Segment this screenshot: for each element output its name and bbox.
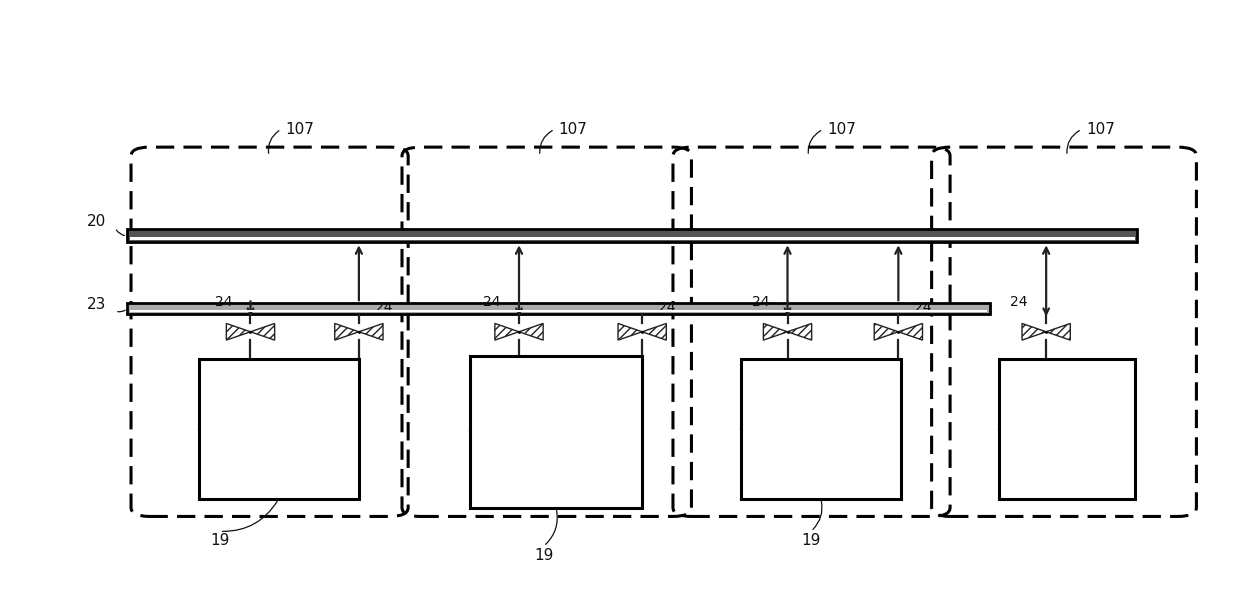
Text: 24: 24 xyxy=(374,301,392,315)
Polygon shape xyxy=(764,324,787,340)
Text: 24: 24 xyxy=(215,295,232,309)
Polygon shape xyxy=(250,324,274,340)
Text: 107: 107 xyxy=(559,122,588,137)
Polygon shape xyxy=(495,324,520,340)
Bar xyxy=(128,230,1137,242)
Polygon shape xyxy=(618,324,642,340)
Polygon shape xyxy=(642,324,666,340)
Polygon shape xyxy=(898,324,923,340)
Polygon shape xyxy=(1047,324,1070,340)
Polygon shape xyxy=(335,324,358,340)
Text: 107: 107 xyxy=(285,122,314,137)
Text: 24: 24 xyxy=(1011,295,1028,309)
Text: 107: 107 xyxy=(827,122,856,137)
Text: 23: 23 xyxy=(87,298,107,312)
Bar xyxy=(128,303,990,314)
Text: 24: 24 xyxy=(914,301,931,315)
Text: 24: 24 xyxy=(658,301,676,315)
Polygon shape xyxy=(358,324,383,340)
Bar xyxy=(470,356,642,507)
Bar xyxy=(130,310,987,312)
Polygon shape xyxy=(1022,324,1047,340)
Bar xyxy=(999,359,1135,498)
Bar xyxy=(198,359,358,498)
Text: 20: 20 xyxy=(87,214,107,229)
Text: 19: 19 xyxy=(210,533,229,548)
Text: 24: 24 xyxy=(484,295,501,309)
Polygon shape xyxy=(520,324,543,340)
Text: 19: 19 xyxy=(801,533,821,548)
Polygon shape xyxy=(227,324,250,340)
Bar xyxy=(130,237,1135,240)
Polygon shape xyxy=(874,324,898,340)
Text: 24: 24 xyxy=(751,295,769,309)
Bar xyxy=(740,359,900,498)
Text: 19: 19 xyxy=(534,548,553,563)
Polygon shape xyxy=(787,324,812,340)
Text: 107: 107 xyxy=(1086,122,1115,137)
